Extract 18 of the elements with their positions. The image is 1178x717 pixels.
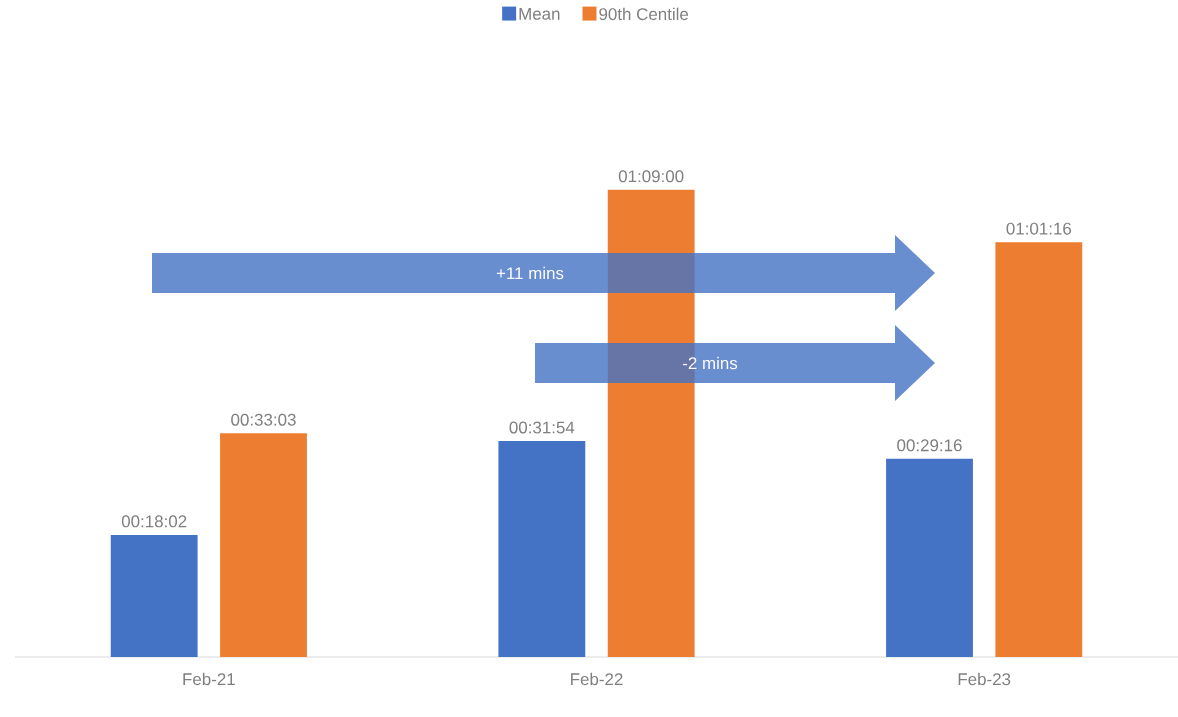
bar (995, 242, 1083, 657)
bar (886, 458, 973, 657)
annotation: +11 mins (496, 266, 564, 280)
legend-label: 90th Centile (599, 7, 689, 21)
x-tick-label: Feb-23 (958, 672, 1011, 686)
bar (110, 534, 198, 657)
data-label: 00:29:16 (897, 439, 962, 452)
data-label: 01:09:00 (618, 170, 684, 183)
x-tick-label: Feb-21 (183, 672, 235, 686)
data-label: 00:33:03 (231, 413, 296, 426)
bar (220, 433, 307, 657)
legend-label: Mean (519, 8, 560, 20)
bar (498, 440, 586, 657)
annotation: -2 mins (682, 356, 738, 370)
data-label: 00:18:02 (121, 515, 187, 528)
data-label: 01:01:16 (1006, 222, 1072, 235)
data-label: 00:31:54 (509, 421, 575, 434)
x-tick-label: Feb-22 (571, 672, 623, 686)
